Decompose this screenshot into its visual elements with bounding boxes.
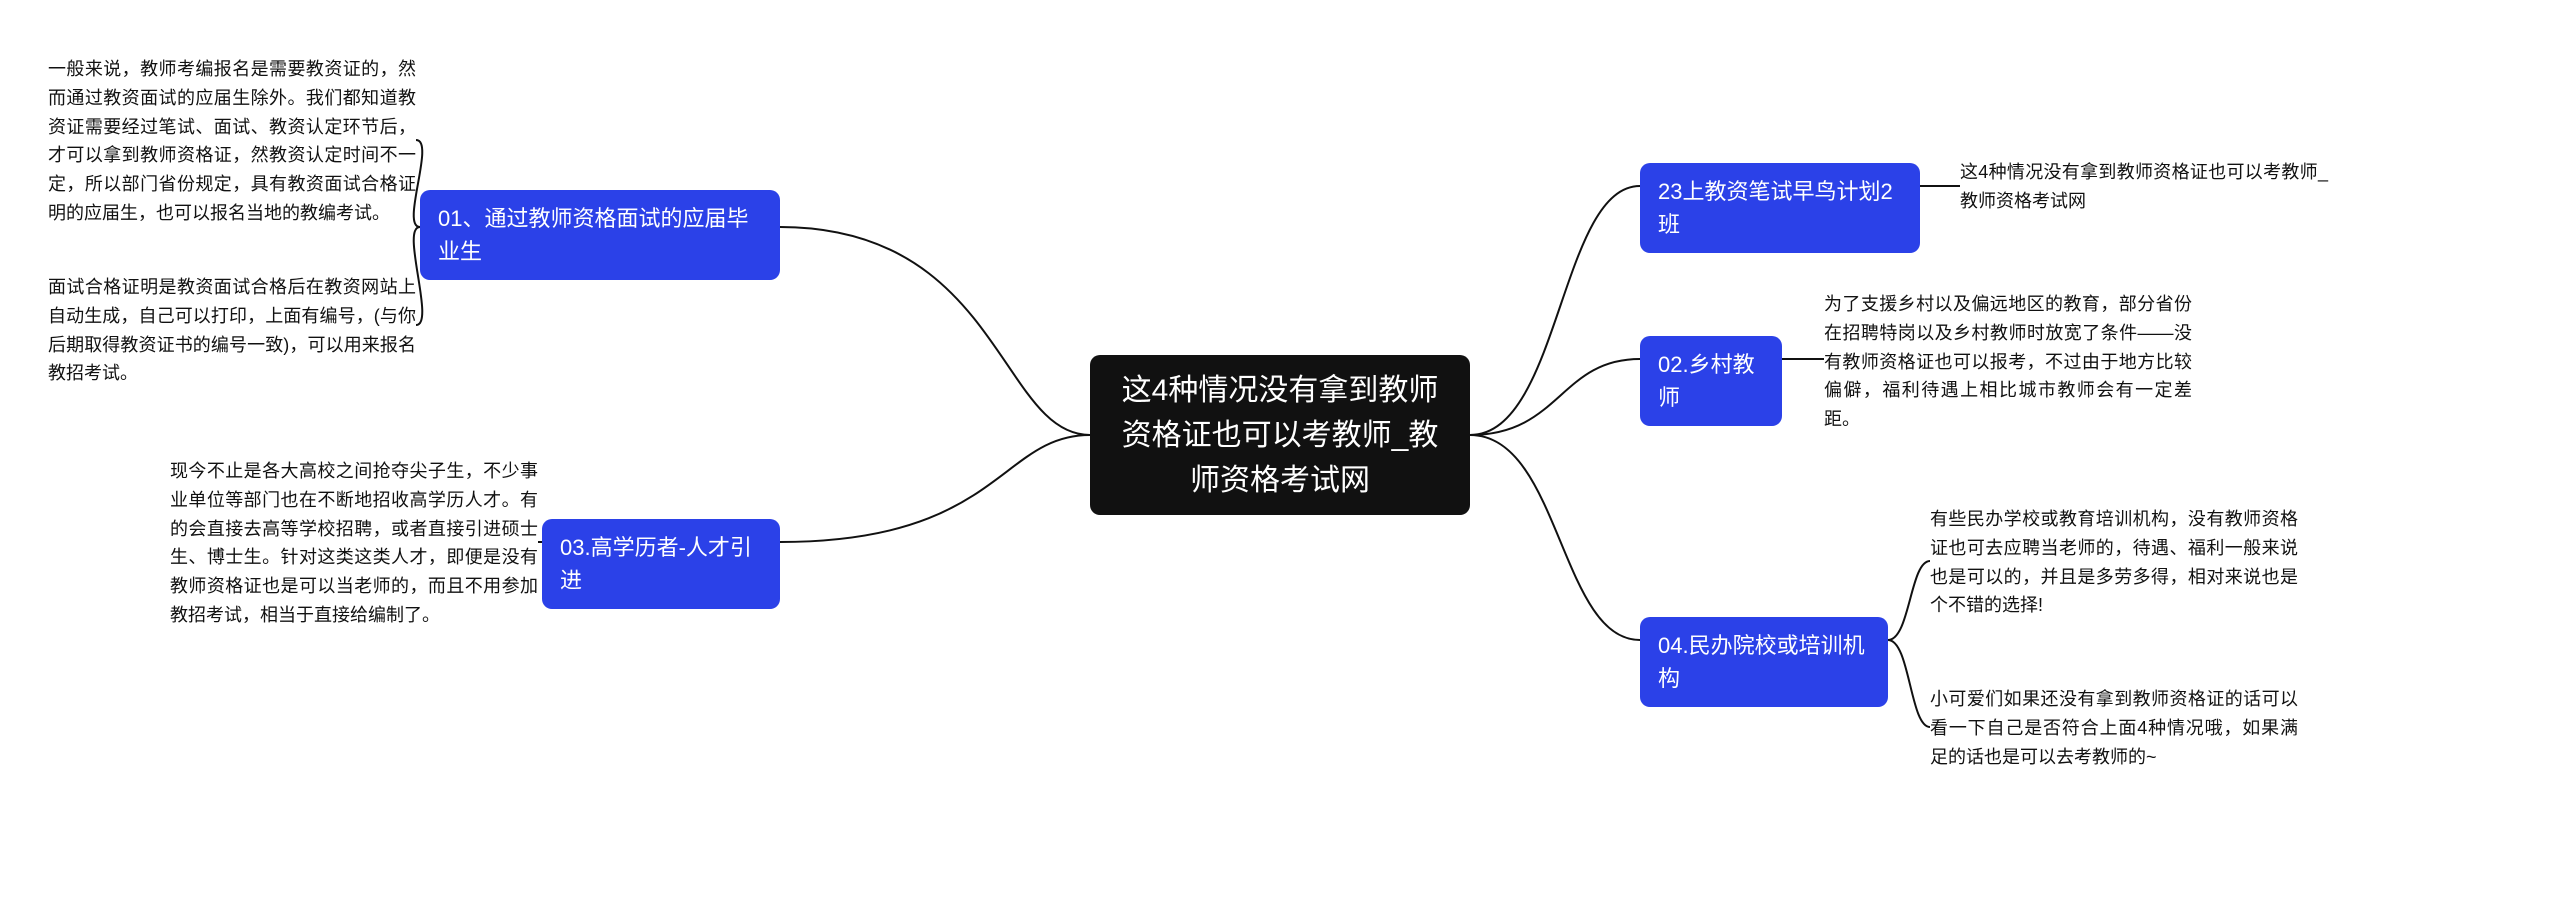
leaf-text-b5-6: 小可爱们如果还没有拿到教师资格证的话可以看一下自己是否符合上面4种情况哦，如果满… <box>1930 685 2298 771</box>
connector-4 <box>1470 435 1640 640</box>
branch-node-b3: 23上教资笔试早鸟计划2班 <box>1640 163 1920 253</box>
leaf-text-b2-2: 现今不止是各大高校之间抢夺尖子生，不少事业单位等部门也在不断地招收高学历人才。有… <box>170 457 538 630</box>
connector-10 <box>1888 561 1930 640</box>
leaf-text-b1-0: 一般来说，教师考编报名是需要教资证的，然而通过教资面试的应届生除外。我们都知道教… <box>48 55 416 228</box>
branch-node-b4: 02.乡村教师 <box>1640 336 1782 426</box>
connector-0 <box>780 227 1090 435</box>
connector-1 <box>780 435 1090 542</box>
branch-node-b2: 03.高学历者-人才引进 <box>542 519 780 609</box>
branch-node-b1: 01、通过教师资格面试的应届毕业生 <box>420 190 780 280</box>
leaf-text-b5-5: 有些民办学校或教育培训机构，没有教师资格证也可去应聘当老师的，待遇、福利一般来说… <box>1930 505 2298 620</box>
leaf-text-b4-4: 为了支援乡村以及偏远地区的教育，部分省份在招聘特岗以及乡村教师时放宽了条件——没… <box>1824 290 2192 434</box>
connector-2 <box>1470 186 1640 435</box>
leaf-text-b3-3: 这4种情况没有拿到教师资格证也可以考教师_教师资格考试网 <box>1960 158 2328 216</box>
leaf-text-b1-1: 面试合格证明是教资面试合格后在教资网站上自动生成，自己可以打印，上面有编号，(与… <box>48 273 416 388</box>
connector-11 <box>1888 640 1930 727</box>
center-node: 这4种情况没有拿到教师资格证也可以考教师_教师资格考试网 <box>1090 355 1470 515</box>
branch-node-b5: 04.民办院校或培训机构 <box>1640 617 1888 707</box>
connector-3 <box>1470 359 1640 435</box>
